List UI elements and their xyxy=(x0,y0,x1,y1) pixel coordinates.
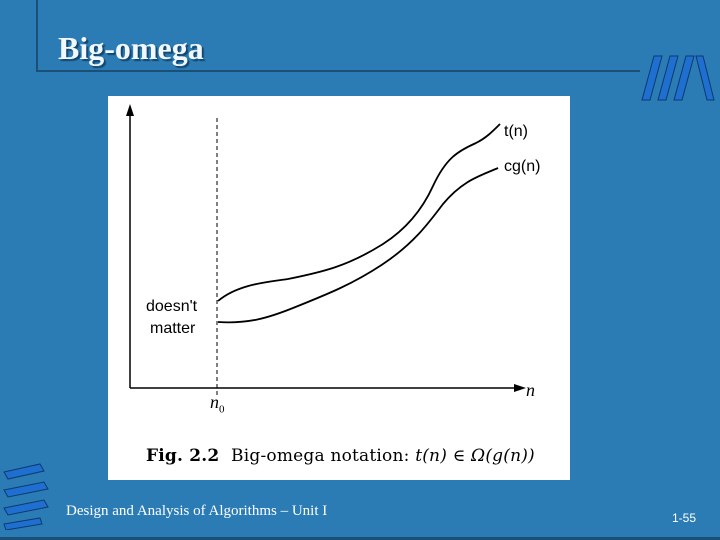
y-axis-arrow-icon xyxy=(126,104,134,116)
caption-text: Big-omega notation: xyxy=(231,446,410,466)
x-axis-label: n xyxy=(526,380,535,400)
n0-label-subscript: 0 xyxy=(219,403,225,416)
footer-course-title: Design and Analysis of Algorithms – Unit… xyxy=(66,503,328,519)
header-left-rule xyxy=(36,0,38,72)
page-number: 1-55 xyxy=(672,511,697,525)
n0-label: n0 xyxy=(210,392,225,416)
doesnt-matter-line2: matter xyxy=(150,320,196,337)
t-of-n-label: t(n) xyxy=(504,123,528,140)
big-omega-figure: t(n) cg(n) doesn't matter n0 n Fig. 2.2 … xyxy=(108,96,570,480)
caption-prefix: Fig. 2.2 xyxy=(146,446,220,466)
caption-math: t(n) ∈ Ω(g(n)) xyxy=(415,446,535,466)
footer-rule xyxy=(0,537,720,540)
doesnt-matter-label: doesn't matter xyxy=(146,296,197,340)
doesnt-matter-line1: doesn't xyxy=(146,298,198,315)
cg-of-n-label: cg(n) xyxy=(504,158,541,175)
stripes-side-logo-icon xyxy=(0,462,52,535)
cg-of-n-curve xyxy=(217,167,499,324)
big-omega-graph xyxy=(126,104,526,396)
x-axis-arrow-icon xyxy=(514,384,526,392)
slide-title: Big-omega xyxy=(58,30,204,66)
t-of-n-curve xyxy=(217,123,501,302)
stripes-logo-icon xyxy=(640,54,716,107)
n0-label-main: n xyxy=(210,392,219,412)
figure-caption: Fig. 2.2 Big-omega notation: t(n) ∈ Ω(g(… xyxy=(146,446,535,466)
header-rule xyxy=(36,70,640,72)
